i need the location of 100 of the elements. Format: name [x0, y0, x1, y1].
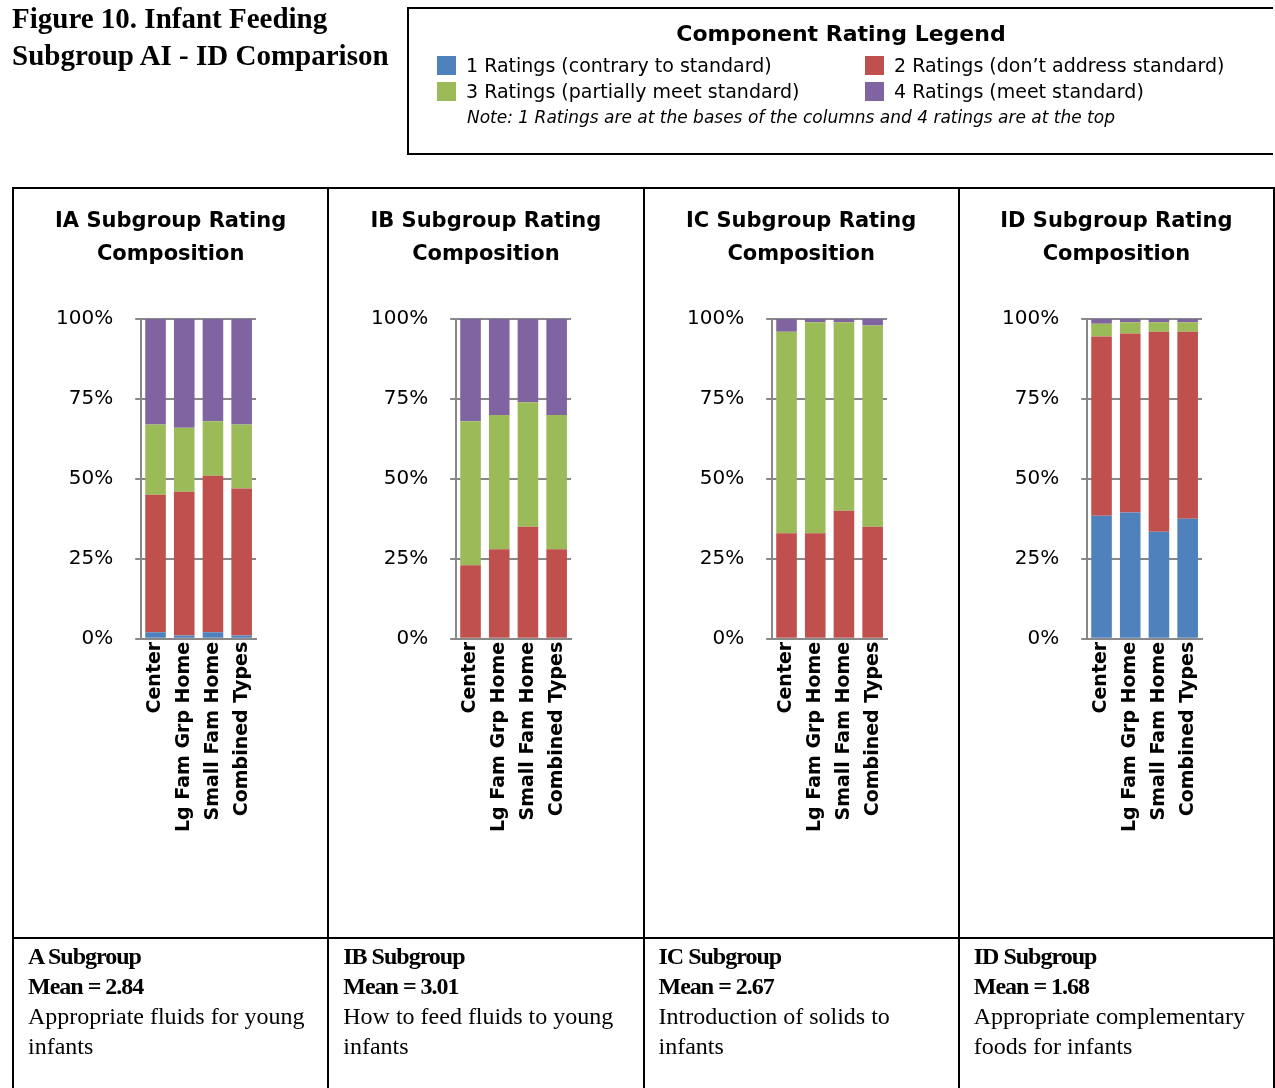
y-tick-label: 25% [1014, 545, 1059, 570]
bar [775, 331, 797, 534]
bar [1090, 336, 1112, 516]
x-tick-label: Combined Types [543, 641, 566, 817]
bar [489, 549, 510, 638]
bar [1119, 333, 1141, 513]
bar [145, 494, 166, 633]
y-tick-label: 25% [699, 545, 744, 570]
legend-label: 2 Ratings (don’t address standard) [893, 54, 1226, 76]
bar [833, 322, 854, 511]
bar [1090, 515, 1112, 638]
bar [1177, 319, 1198, 323]
bar [202, 421, 224, 476]
x-tick-label: Center [772, 641, 795, 714]
bar [145, 319, 166, 425]
bar [1177, 322, 1198, 332]
y-tick-label: 75% [699, 385, 744, 410]
bar [1119, 322, 1141, 334]
x-tick-label: Small Fam Home [199, 641, 222, 821]
bar [804, 533, 826, 638]
chart-title: IB Subgroup Rating Composition [369, 207, 603, 267]
text: Mean = 2.67 [658, 972, 776, 1001]
y-tick-label: 0% [711, 624, 744, 649]
y-tick-label: 100% [1001, 305, 1059, 330]
x-tick-label: Lg Fam Grp Home [171, 641, 194, 833]
x-tick-label: Lg Fam Grp Home [486, 641, 509, 833]
x-tick-label: Small Fam Home [1145, 641, 1168, 821]
text: IC Subgroup [658, 942, 783, 971]
x-tick-label: Lg Fam Grp Home [801, 641, 824, 833]
bar [145, 424, 166, 495]
bar [517, 319, 539, 403]
y-tick-label: 100% [55, 305, 114, 330]
text: Appropriate fluids for young infants [28, 1002, 306, 1061]
y-tick-label: 75% [1014, 385, 1059, 410]
bar [1119, 512, 1141, 638]
y-tick-label: 50% [68, 465, 114, 490]
bar [460, 421, 482, 566]
x-tick-label: Combined Types [228, 641, 251, 817]
text: Mean = 2.84 [28, 972, 145, 1001]
text: A Subgroup [28, 942, 142, 971]
x-tick-label: Combined Types [1174, 641, 1197, 817]
bar [861, 526, 883, 638]
bar [489, 414, 510, 550]
bar [173, 491, 195, 636]
x-tick-label: Center [457, 641, 480, 714]
bar [861, 319, 883, 326]
y-tick-label: 75% [68, 385, 114, 410]
bar [231, 319, 252, 425]
x-tick-label: Combined Types [859, 641, 882, 817]
text: Introduction of solids to infants [658, 1002, 891, 1061]
bar [145, 632, 166, 638]
chart-title: IA Subgroup Rating Composition [54, 207, 288, 267]
text: How to feed fluids to young infants [343, 1002, 615, 1061]
y-tick-label: 50% [1014, 465, 1059, 490]
bar [489, 319, 510, 415]
bar [517, 526, 539, 638]
bar [833, 510, 854, 638]
bar [231, 424, 252, 489]
bar [861, 325, 883, 527]
bar [202, 319, 224, 422]
bar [775, 533, 797, 638]
y-tick-label: 25% [68, 545, 114, 570]
x-tick-label: Small Fam Home [515, 641, 538, 821]
bar [546, 549, 568, 638]
legend-label: 1 Ratings (contrary to standard) [465, 54, 773, 76]
bar [804, 322, 826, 534]
bar [460, 319, 482, 422]
y-tick-label: 100% [686, 305, 744, 330]
caption: Figure 10. Infant Feeding Subgroup AI - ID Comparison [12, 1, 390, 73]
y-tick-label: 0% [81, 624, 114, 649]
y-tick-label: 50% [699, 465, 744, 490]
bar [1090, 323, 1112, 337]
bar [173, 319, 195, 428]
x-tick-label: Lg Fam Grp Home [1116, 641, 1139, 833]
x-tick-label: Center [1088, 641, 1111, 714]
x-tick-label: Center [142, 641, 165, 714]
bar [517, 402, 539, 527]
legend-label: 4 Ratings (meet standard) [893, 80, 1145, 102]
text: IB Subgroup [343, 942, 466, 971]
text: Appropriate complementary foods for infants [973, 1002, 1246, 1061]
y-tick-label: 25% [383, 545, 429, 570]
bar [546, 414, 568, 550]
bar [1119, 319, 1141, 323]
bar [231, 635, 252, 638]
chart-title: IC Subgroup Rating Composition [684, 207, 918, 267]
bar [775, 319, 797, 332]
text: Note: 1 Ratings are at the bases of the columns and 4 ratings are at the top [467, 107, 1116, 127]
bar [833, 319, 854, 323]
bar [1177, 518, 1198, 638]
bar [460, 565, 482, 638]
bar [1148, 319, 1169, 323]
legend-title: Component Rating Legend [675, 21, 1007, 46]
y-tick-label: 0% [396, 624, 429, 649]
bar [804, 319, 826, 323]
bar [1148, 331, 1169, 532]
bar [173, 427, 195, 492]
x-tick-label: Small Fam Home [830, 641, 853, 821]
bar [231, 488, 252, 636]
text: Mean = 3.01 [343, 972, 460, 1001]
text: Mean = 1.68 [973, 972, 1091, 1001]
